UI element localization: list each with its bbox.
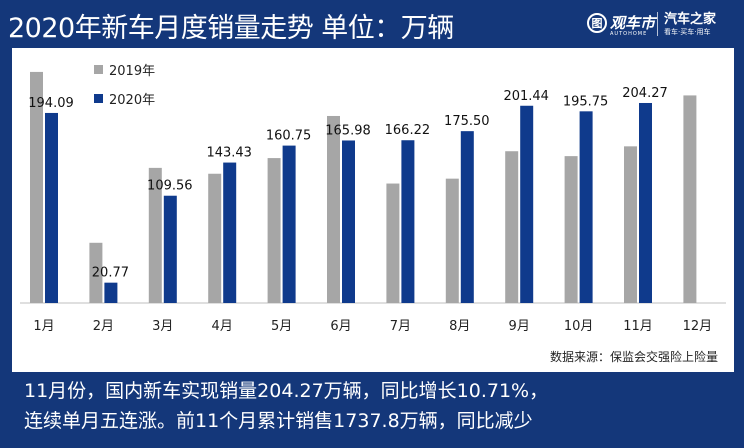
x-tick-label-7月: 7月 <box>390 319 411 334</box>
bar-2019年-10月 <box>564 156 578 303</box>
data-label-1月: 194.09 <box>28 96 74 111</box>
x-tick-label-6月: 6月 <box>330 319 351 334</box>
legend-swatch-2019 <box>94 65 103 74</box>
bar-2019年-8月 <box>445 178 459 303</box>
caption: 11月份，国内新车实现销量204.27万辆，同比增长10.71%， 连续单月五连… <box>24 376 740 436</box>
logo2-title: 汽车之家 <box>664 12 717 27</box>
bar-2019年-5月 <box>267 158 281 303</box>
data-label-10月: 195.75 <box>563 94 609 109</box>
x-tick-label-11月: 11月 <box>623 319 653 334</box>
x-tick-label-3月: 3月 <box>152 319 173 334</box>
bar-2020年-9月 <box>520 105 534 303</box>
logo-separator <box>657 12 658 36</box>
logo2-slogan: 看车·买车·用车 <box>664 28 711 36</box>
bar-2019年-9月 <box>505 151 519 303</box>
bar-2020年-1月 <box>45 112 58 303</box>
legend-label-2019: 2019年 <box>109 64 156 79</box>
caption-line-2: 连续单月五连涨。前11个月累计销售1737.8万辆，同比减少 <box>24 410 533 432</box>
data-label-8月: 175.50 <box>444 114 490 129</box>
autohome-logo: 图 观车市 AUTOHOME <box>587 13 656 37</box>
qichezhijia-logo: 汽车之家 看车·买车·用车 <box>664 13 716 37</box>
bar-2020年-3月 <box>163 195 177 303</box>
legend-label-2020: 2020年 <box>109 93 156 108</box>
bar-2020年-11月 <box>639 102 652 303</box>
data-label-3月: 109.56 <box>147 179 193 194</box>
x-tick-label-8月: 8月 <box>449 319 470 334</box>
data-label-5月: 160.75 <box>266 129 312 144</box>
x-tick-label-1月: 1月 <box>33 319 54 334</box>
bar-2019年-1月 <box>30 71 43 304</box>
x-tick-label-9月: 9月 <box>509 319 530 334</box>
legend-item-2019: 2019年 <box>94 60 155 79</box>
bar-2020年-4月 <box>223 162 237 303</box>
chart-title: 2020年新车月度销量走势 单位：万辆 <box>8 13 454 44</box>
x-tick-label-2月: 2月 <box>93 319 114 334</box>
bar-2019年-11月 <box>624 146 637 303</box>
bar-2019年-12月 <box>683 95 697 303</box>
logo-text: 观车市 <box>610 13 656 32</box>
bar-2020年-2月 <box>104 282 118 303</box>
x-tick-label-4月: 4月 <box>212 319 233 334</box>
legend-swatch-2020 <box>94 94 103 103</box>
data-label-9月: 201.44 <box>503 89 549 104</box>
bar-chart: 194.09 1月 20.77 2月 109.56 3月 143.43 4月 160.75 5月 1… <box>20 71 726 334</box>
data-label-7月: 166.22 <box>385 123 431 138</box>
x-tick-label-10月: 10月 <box>564 319 594 334</box>
header: 2020年新车月度销量走势 单位：万辆 图 观车市 AUTOHOME 汽车之家 … <box>0 0 744 48</box>
legend-item-2020: 2020年 <box>94 89 155 108</box>
data-label-4月: 143.43 <box>206 146 252 161</box>
bar-2020年-7月 <box>401 140 415 303</box>
bar-2020年-8月 <box>460 131 474 303</box>
bar-2019年-2月 <box>89 242 103 303</box>
caption-line-1: 11月份，国内新车实现销量204.27万辆，同比增长10.71%， <box>24 380 549 402</box>
bar-2020年-6月 <box>342 140 355 303</box>
x-tick-label-12月: 12月 <box>683 319 713 334</box>
bar-2019年-4月 <box>208 173 222 303</box>
chart-panel: 2019年 2020年 194.09 1月 20.77 2月 109.56 3月 143.4… <box>12 48 734 372</box>
bar-2019年-6月 <box>327 115 340 304</box>
x-tick-label-5月: 5月 <box>271 319 292 334</box>
bar-2020年-10月 <box>579 111 593 303</box>
data-label-11月: 204.27 <box>622 86 668 101</box>
data-label-6月: 165.98 <box>325 123 371 138</box>
bar-2019年-3月 <box>148 167 162 303</box>
bar-2020年-5月 <box>282 145 296 303</box>
data-source: 数据来源：保监会交强险上险量 <box>550 350 719 364</box>
bar-2019年-7月 <box>386 183 400 303</box>
logo-subtext: AUTOHOME <box>610 31 648 37</box>
logo-mark-icon: 图 <box>587 13 607 33</box>
data-label-2月: 20.77 <box>92 266 129 281</box>
